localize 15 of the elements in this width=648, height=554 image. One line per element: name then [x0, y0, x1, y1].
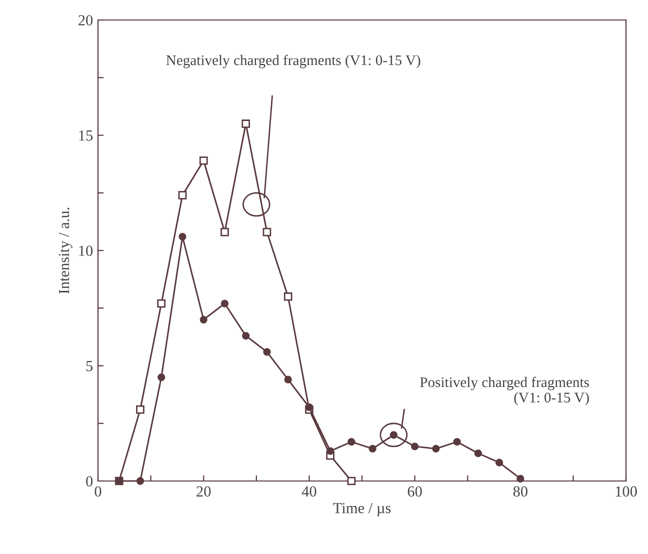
y-tick-label: 20 — [78, 15, 93, 26]
x-tick-label: 0 — [94, 486, 102, 497]
x-tick-label: 20 — [196, 486, 211, 497]
y-tick-label: 15 — [79, 130, 93, 141]
x-tick-label: 80 — [513, 486, 528, 497]
x-tick-label: 100 — [616, 486, 637, 497]
y-tick-label: 10 — [79, 246, 93, 256]
annotation: Positively charged fragments (V1: 0-15 V) — [420, 376, 589, 406]
annotation: Negatively charged fragments (V1: 0-15 V) — [166, 54, 420, 68]
y-tick-label: 5 — [86, 361, 93, 372]
y-tick-label: 0 — [86, 476, 93, 486]
x-tick-label: 40 — [302, 486, 316, 497]
x-tick-label: 60 — [408, 486, 422, 497]
x-axis-title: Time / µs — [333, 502, 391, 516]
y-axis-title: Intensity / a.u. — [58, 208, 72, 294]
